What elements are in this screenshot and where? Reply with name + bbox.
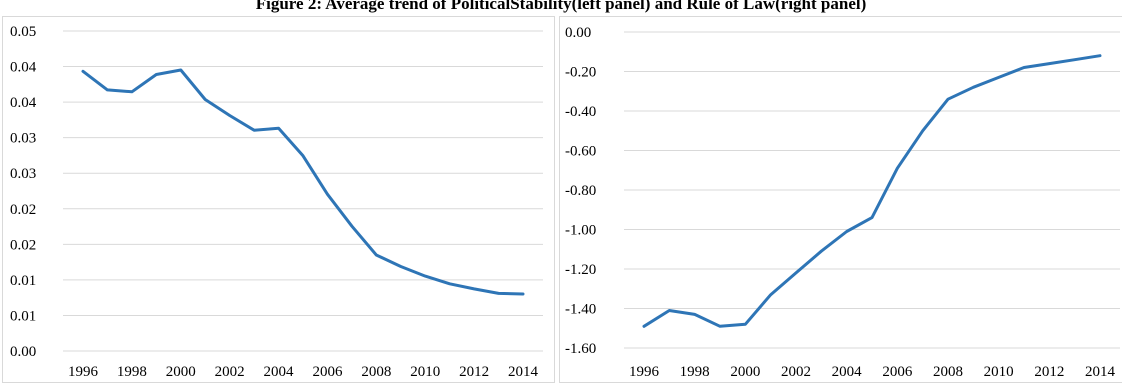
figure-title: Figure 2: Average trend of PoliticalStab… <box>255 0 867 13</box>
y-tick-label: 0.03 <box>10 166 36 182</box>
y-tick-label: -1.00 <box>565 223 596 239</box>
x-tick-label: 2010 <box>410 364 440 380</box>
x-tick-label: 1996 <box>68 364 99 380</box>
series-line-0 <box>81 68 525 296</box>
x-tick-label: 2008 <box>361 364 391 380</box>
x-tick-label: 2006 <box>312 364 343 380</box>
y-tick-label: -0.40 <box>565 104 596 120</box>
x-tick-label: 2012 <box>1034 364 1064 380</box>
chart-panel-left: 0.00 0.01 0.01 0.02 0.02 0.03 0.03 0.04 0.04 0.05… <box>2 16 555 383</box>
x-tick-label: 2004 <box>264 364 295 380</box>
x-tick-label: 1998 <box>680 364 710 380</box>
y-tick-label: 0.00 <box>10 344 36 360</box>
chart-right: -1.60 -1.40 -1.20 -1.00 -0.80 -0.60 -0.40 -0.20… <box>565 25 1120 380</box>
x-tick-label: 2006 <box>882 364 913 380</box>
y-tick-label: 0.02 <box>10 202 36 218</box>
x-tick-label: 2002 <box>781 364 811 380</box>
y-tick-label: 0.01 <box>10 273 36 289</box>
y-tick-label: -0.60 <box>565 144 596 160</box>
y-tick-label: -1.20 <box>565 262 596 278</box>
x-tick-label: 2004 <box>832 364 863 380</box>
x-tick-label: 2000 <box>166 364 196 380</box>
x-tick-label: 1996 <box>629 364 660 380</box>
y-tick-label: 0.04 <box>10 95 37 111</box>
x-tick-label: 2012 <box>459 364 489 380</box>
y-tick-label: 0.05 <box>10 24 36 40</box>
y-tick-label: 0.03 <box>10 131 36 147</box>
series-line-0 <box>642 54 1102 328</box>
y-tick-label: 0.00 <box>565 25 591 41</box>
x-tick-label: 1998 <box>117 364 147 380</box>
x-tick-label: 2014 <box>508 364 539 380</box>
x-tick-label: 2010 <box>984 364 1014 380</box>
y-tick-label: 0.04 <box>10 60 37 76</box>
chart-left: 0.00 0.01 0.01 0.02 0.02 0.03 0.03 0.04 0.04 0.05… <box>10 24 543 380</box>
chart-panel-right: -1.60 -1.40 -1.20 -1.00 -0.80 -0.60 -0.40 -0.20… <box>559 16 1122 383</box>
y-tick-label: -0.20 <box>565 65 596 81</box>
y-tick-label: 0.02 <box>10 237 36 253</box>
x-tick-label: 2000 <box>730 364 760 380</box>
y-tick-label: -1.40 <box>565 302 596 318</box>
x-tick-label: 2002 <box>215 364 245 380</box>
y-tick-label: 0.01 <box>10 308 36 324</box>
x-tick-label: 2008 <box>933 364 963 380</box>
y-tick-label: -1.60 <box>565 341 596 357</box>
y-tick-label: -0.80 <box>565 183 596 199</box>
x-tick-label: 2014 <box>1085 364 1116 380</box>
